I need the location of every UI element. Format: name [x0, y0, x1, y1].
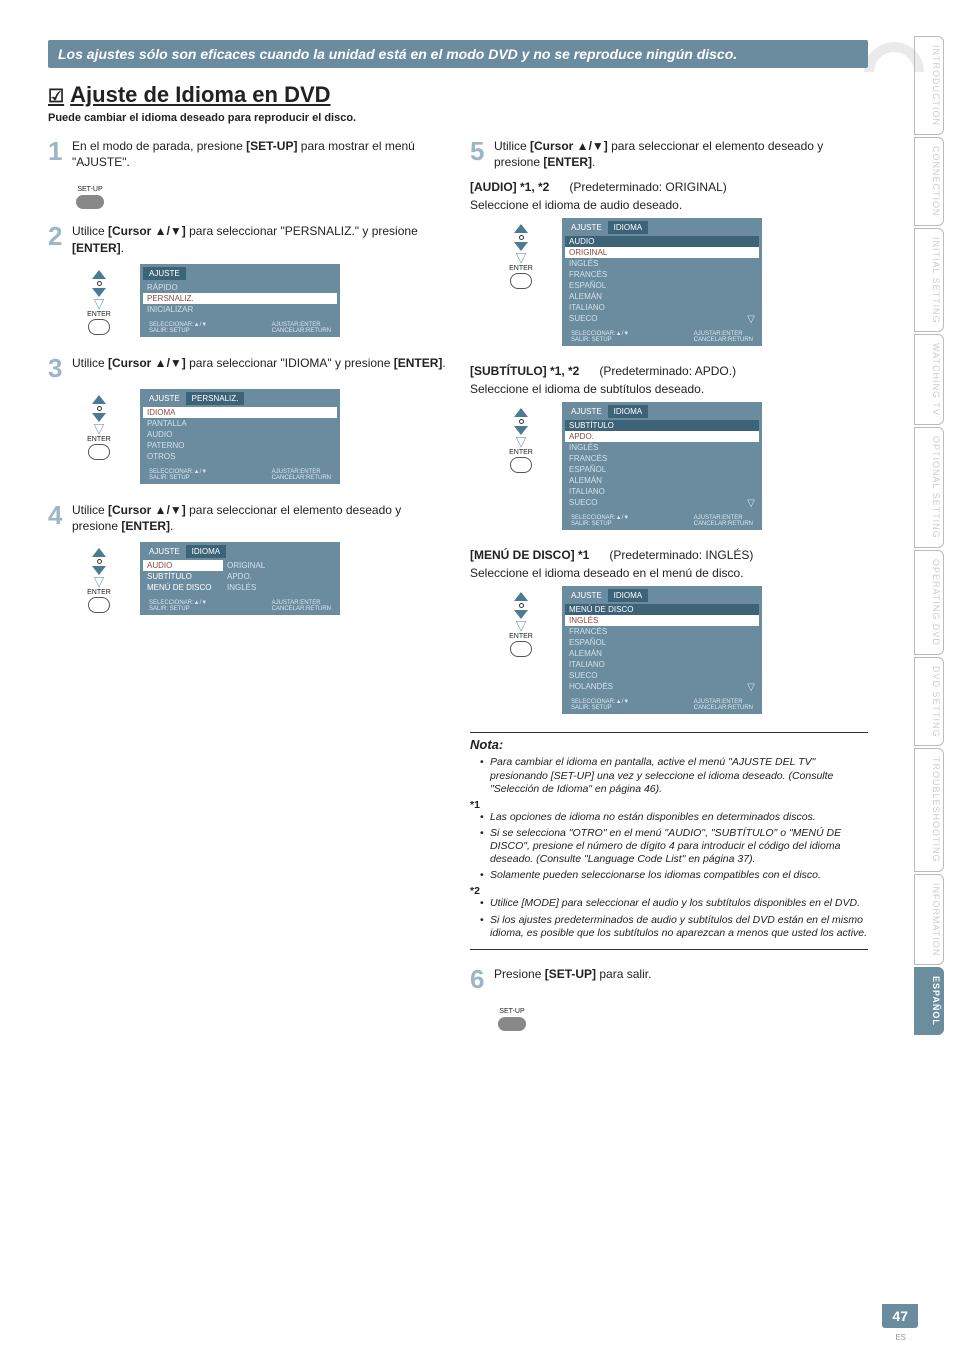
note-box: Nota: Para cambiar el idioma en pantalla…: [470, 732, 868, 949]
step-2-num: 2: [48, 223, 72, 249]
nav-enter-icon: ▽ ENTER: [492, 408, 550, 473]
step-4-text: Utilice [Cursor ▲/▼] para seleccionar el…: [72, 502, 446, 534]
section-tabs: INTRODUCTION CONNECTION INITIAL SETTING …: [914, 36, 944, 1035]
tab-dvdsetting: DVD SETTING: [914, 657, 944, 747]
tab-intro: INTRODUCTION: [914, 36, 944, 135]
nav-enter-icon: ▽ ENTER: [70, 270, 128, 335]
step-4-num: 4: [48, 502, 72, 528]
step-1-text: En el modo de parada, presione [SET-UP] …: [72, 138, 446, 170]
tab-info: INFORMATION: [914, 874, 944, 965]
osd-subtitle: AJUSTEIDIOMA SUBTÍTULO APDO. INGLÉS FRAN…: [562, 402, 762, 530]
tab-optional: OPTIONAL SETTING: [914, 427, 944, 548]
nav-enter-icon: ▽ ENTER: [70, 395, 128, 460]
nav-enter-icon: ▽ ENTER: [70, 548, 128, 613]
step-1: 1 En el modo de parada, presione [SET-UP…: [48, 138, 446, 170]
left-column: 1 En el modo de parada, presione [SET-UP…: [48, 138, 446, 1045]
step-1-num: 1: [48, 138, 72, 164]
audio-heading: [AUDIO] *1, *2(Predeterminado: ORIGINAL): [470, 180, 868, 194]
setup-button-icon: SET-UP: [76, 186, 104, 209]
tab-operating: OPERATING DVD: [914, 550, 944, 655]
audio-sub: Seleccione el idioma de audio deseado.: [470, 198, 868, 212]
tab-espanol: ESPAÑOL: [914, 967, 944, 1035]
step-3: 3 Utilice [Cursor ▲/▼] para seleccionar …: [48, 355, 446, 381]
info-banner: Los ajustes sólo son eficaces cuando la …: [48, 40, 868, 68]
setup-button-icon: SET-UP: [498, 1008, 526, 1031]
step-3-text: Utilice [Cursor ▲/▼] para seleccionar "I…: [72, 355, 446, 371]
tab-trouble: TROUBLESHOOTING: [914, 748, 944, 872]
tab-connection: CONNECTION: [914, 137, 944, 226]
step-6-num: 6: [470, 966, 494, 992]
right-column: 5 Utilice [Cursor ▲/▼] para seleccionar …: [470, 138, 868, 1045]
step-2: 2 Utilice [Cursor ▲/▼] para seleccionar …: [48, 223, 446, 255]
nav-enter-icon: ▽ ENTER: [492, 592, 550, 657]
osd-audio: AJUSTEIDIOMA AUDIO ORIGINAL INGLÉS FRANC…: [562, 218, 762, 346]
osd-step2: AJUSTE RÁPIDO PERSNALIZ. INICIALIZAR SEL…: [140, 264, 340, 337]
nav-enter-icon: ▽ ENTER: [492, 224, 550, 289]
osd-step3: AJUSTEPERSNALIZ. IDIOMA PANTALLA AUDIO P…: [140, 389, 340, 484]
step-5: 5 Utilice [Cursor ▲/▼] para seleccionar …: [470, 138, 868, 170]
note-heading: Nota:: [470, 737, 868, 752]
step-6-text: Presione [SET-UP] para salir.: [494, 966, 868, 982]
page-subtitle: Puede cambiar el idioma deseado para rep…: [48, 112, 868, 124]
title-text: Ajuste de Idioma en DVD: [70, 82, 330, 107]
step-5-text: Utilice [Cursor ▲/▼] para seleccionar el…: [494, 138, 868, 170]
step-5-num: 5: [470, 138, 494, 164]
menu-sub: Seleccione el idioma deseado en el menú …: [470, 566, 868, 580]
step-4: 4 Utilice [Cursor ▲/▼] para seleccionar …: [48, 502, 446, 534]
tab-initial: INITIAL SETTING: [914, 228, 944, 333]
page-footer: ES: [895, 1333, 906, 1342]
tab-watching: WATCHING TV: [914, 334, 944, 425]
subtitle-sub: Seleccione el idioma de subtítulos desea…: [470, 382, 868, 396]
osd-discmenu: AJUSTEIDIOMA MENÚ DE DISCO INGLÉS FRANCÉ…: [562, 586, 762, 714]
subtitle-heading: [SUBTÍTULO] *1, *2(Predeterminado: APDO.…: [470, 364, 868, 378]
osd-step4: AJUSTEIDIOMA AUDIOORIGINAL SUBTÍTULOAPDO…: [140, 542, 340, 615]
step-3-num: 3: [48, 355, 72, 381]
step-2-text: Utilice [Cursor ▲/▼] para seleccionar "P…: [72, 223, 446, 255]
step-6: 6 Presione [SET-UP] para salir.: [470, 966, 868, 992]
check-icon: ☑: [48, 86, 64, 106]
page-title: ☑ Ajuste de Idioma en DVD: [48, 82, 868, 108]
page-number: 47: [882, 1304, 918, 1328]
menu-heading: [MENÚ DE DISCO] *1(Predeterminado: INGLÉ…: [470, 548, 868, 562]
